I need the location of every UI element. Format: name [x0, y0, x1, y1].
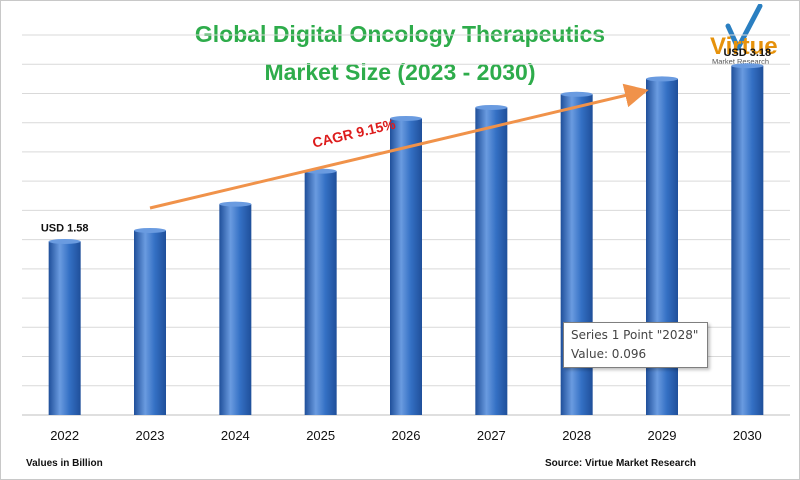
bar-2024[interactable] — [219, 201, 252, 415]
bar-body — [48, 241, 81, 415]
chart-title-line1: Global Digital Oncology Therapeutics — [194, 21, 606, 47]
x-tick-label: 2029 — [648, 428, 677, 443]
bar-2030[interactable] — [731, 63, 764, 416]
bar-body — [304, 171, 337, 415]
bar-body — [475, 107, 508, 416]
cagr-label: CAGR 9.15% — [311, 115, 398, 150]
units-note: Values in Billion — [26, 458, 103, 469]
logo-tagline-text: Market Research — [712, 57, 769, 66]
x-tick-label: 2024 — [221, 428, 250, 443]
tooltip-value: Value: 0.096 — [571, 347, 647, 361]
bar-2025[interactable] — [304, 168, 337, 415]
bar-body — [731, 65, 764, 416]
bar-top — [646, 76, 678, 82]
x-tick-label: 2027 — [477, 428, 506, 443]
source-note: Source: Virtue Market Research — [545, 458, 696, 469]
x-tick-label: 2026 — [392, 428, 421, 443]
x-tick-label: 2025 — [306, 428, 335, 443]
tooltip-series-point: Series 1 Point "2028" — [571, 328, 699, 342]
bar-top — [475, 104, 508, 110]
x-tick-label: 2023 — [136, 428, 165, 443]
bar-top — [134, 227, 166, 233]
bar-top — [219, 201, 252, 207]
x-tick-label: 2028 — [562, 428, 591, 443]
bar-2026[interactable] — [390, 115, 422, 416]
bar-body — [134, 230, 166, 415]
bar-2027[interactable] — [475, 104, 508, 416]
bar-2022[interactable] — [48, 238, 81, 415]
x-tick-label: 2030 — [733, 428, 762, 443]
bar-top — [731, 63, 764, 69]
data-point-tooltip: Series 1 Point "2028" Value: 0.096 — [563, 322, 708, 368]
bar-top — [390, 115, 422, 121]
bar-body — [219, 204, 252, 415]
data-label: USD 1.58 — [41, 222, 89, 234]
x-tick-label: 2022 — [50, 428, 79, 443]
cagr-arrow — [149, 83, 649, 210]
check-mark-icon — [725, 4, 763, 51]
virtue-logo: Virtue Market Research — [710, 4, 778, 66]
logo-brand-text: Virtue — [710, 33, 778, 60]
bar-2023[interactable] — [134, 227, 166, 415]
bar-top — [560, 91, 593, 97]
bar-top — [48, 238, 81, 244]
data-label: USD 3.18 — [723, 47, 771, 59]
x-tick-labels: 2022 2023 2024 2025 2026 2027 2028 2029 2030 — [50, 428, 762, 443]
data-labels: USD 1.58 USD 3.18 — [41, 47, 771, 235]
bar-body — [390, 118, 422, 416]
chart-title-line2: Market Size (2023 - 2030) — [264, 59, 536, 85]
